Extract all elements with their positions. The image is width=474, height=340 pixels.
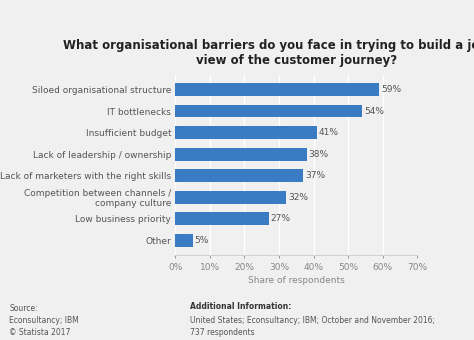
X-axis label: Share of respondents: Share of respondents: [248, 276, 345, 285]
Text: 59%: 59%: [381, 85, 401, 94]
Text: Additional Information:: Additional Information:: [190, 302, 291, 311]
Bar: [175, 212, 269, 225]
Bar: [175, 126, 317, 139]
Text: United States; Econsultancy; IBM; October and November 2016;
737 respondents: United States; Econsultancy; IBM; Octobe…: [190, 316, 435, 337]
Text: 37%: 37%: [305, 171, 325, 180]
Bar: [175, 148, 307, 160]
Text: 32%: 32%: [288, 193, 308, 202]
Text: 41%: 41%: [319, 128, 339, 137]
Title: What organisational barriers do you face in trying to build a joined-up
view of : What organisational barriers do you face…: [63, 39, 474, 67]
Bar: [175, 234, 192, 247]
Bar: [175, 191, 286, 204]
Bar: [175, 169, 303, 182]
Text: 54%: 54%: [364, 106, 384, 116]
Text: 5%: 5%: [195, 236, 209, 245]
Bar: [175, 104, 362, 118]
Bar: [175, 83, 379, 96]
Text: Source:
Econsultancy; IBM
© Statista 2017: Source: Econsultancy; IBM © Statista 201…: [9, 304, 79, 337]
Text: 38%: 38%: [309, 150, 329, 159]
Text: 27%: 27%: [271, 214, 291, 223]
